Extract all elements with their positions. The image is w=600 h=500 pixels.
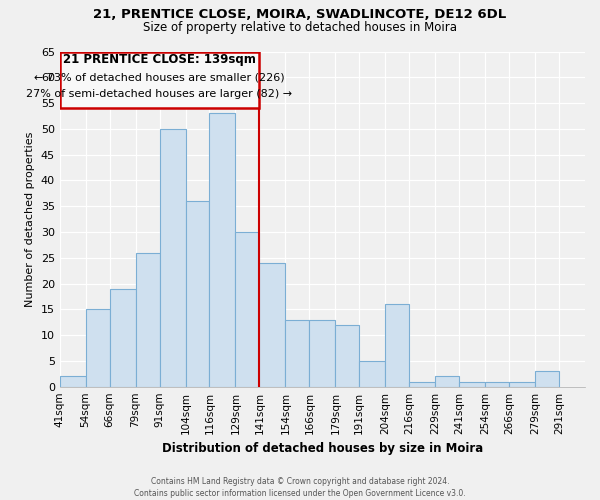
Text: 27% of semi-detached houses are larger (82) →: 27% of semi-detached houses are larger (… [26,89,293,99]
Bar [110,288,136,386]
Bar [409,382,435,386]
Bar [509,382,535,386]
Text: 21 PRENTICE CLOSE: 139sqm: 21 PRENTICE CLOSE: 139sqm [63,52,256,66]
Y-axis label: Number of detached properties: Number of detached properties [25,132,35,307]
FancyBboxPatch shape [59,52,259,108]
Bar [136,252,160,386]
Text: 21, PRENTICE CLOSE, MOIRA, SWADLINCOTE, DE12 6DL: 21, PRENTICE CLOSE, MOIRA, SWADLINCOTE, … [94,8,506,20]
Text: Contains HM Land Registry data © Crown copyright and database right 2024.
Contai: Contains HM Land Registry data © Crown c… [134,476,466,498]
Bar [160,129,185,386]
Bar [286,320,310,386]
Bar [335,325,359,386]
Text: ← 73% of detached houses are smaller (226): ← 73% of detached houses are smaller (22… [34,72,285,83]
Text: Size of property relative to detached houses in Moira: Size of property relative to detached ho… [143,21,457,34]
X-axis label: Distribution of detached houses by size in Moira: Distribution of detached houses by size … [162,442,483,455]
Bar [209,114,235,386]
Bar [185,201,209,386]
Bar [485,382,509,386]
Bar [259,263,286,386]
Bar [435,376,459,386]
Bar [86,310,110,386]
Bar [59,376,86,386]
Bar [359,361,385,386]
Bar [235,232,259,386]
Bar [385,304,409,386]
Bar [459,382,485,386]
Bar [535,371,559,386]
Bar [310,320,335,386]
